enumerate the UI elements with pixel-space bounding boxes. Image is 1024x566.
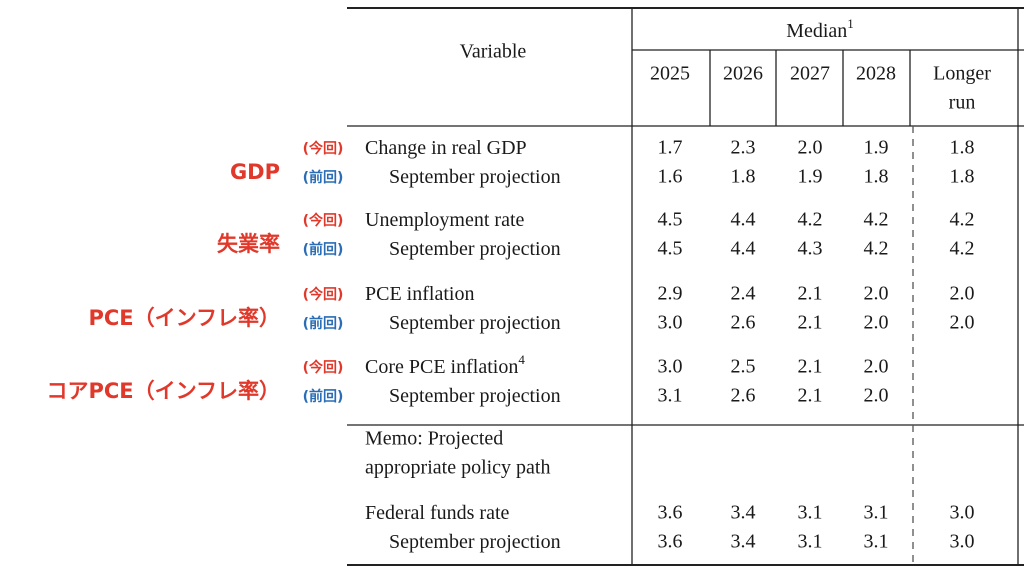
cell: 4.2 [798,209,823,231]
cell: 3.4 [731,531,756,553]
cell: 4.2 [950,209,975,231]
footnote-mark: 4 [518,352,525,367]
annotation-tag: (前回) [303,241,344,258]
row-label: Unemployment rate [365,209,525,231]
header: Median [786,20,847,42]
cell: 3.4 [731,502,756,524]
header: Longer [933,63,991,85]
annotation-tag: (前回) [303,388,344,405]
row-label: September projection [389,312,561,334]
row-label: Core PCE inflation [365,356,518,378]
annotation-label: 失業率 [217,232,280,256]
annotation-tag: (今回) [303,359,344,376]
row-label: September projection [389,238,561,260]
header: Median1 [786,16,854,42]
cell: 3.6 [658,502,683,524]
cell: 1.7 [658,137,683,159]
row-label: Change in real GDP [365,137,527,159]
column-header: 2025 [650,63,690,85]
annotation-tag: (今回) [303,286,344,303]
cell: 3.0 [658,312,683,334]
cell: 2.0 [798,137,823,159]
cell: 2.6 [731,312,756,334]
column-header: 2028 [856,63,896,85]
cell: 3.6 [658,531,683,553]
cell: 3.1 [798,531,823,553]
cell: 4.4 [731,209,756,231]
row-label: PCE inflation [365,283,474,305]
cell: 2.0 [864,283,889,305]
row-label: September projection [389,531,561,553]
column-header: 2026 [723,63,763,85]
cell: 3.1 [864,531,889,553]
cell: 2.3 [731,137,756,159]
cell: 2.0 [950,312,975,334]
cell: 2.6 [731,385,756,407]
annotation-label: GDP [230,160,280,184]
row-label: September projection [389,312,561,334]
row-label: September projection [389,238,561,260]
cell: 2.9 [658,283,683,305]
cell: 2.0 [864,312,889,334]
cell: 2.0 [950,283,975,305]
cell: 1.8 [731,166,756,188]
cell: 3.0 [950,502,975,524]
annotation-tag: (今回) [303,212,344,229]
cell: 2.1 [798,283,823,305]
annotation-tag: (前回) [303,315,344,332]
cell: 3.1 [864,502,889,524]
cell: 3.1 [658,385,683,407]
row-label: Change in real GDP [365,137,527,159]
row-label: PCE inflation [365,283,474,305]
header: run [949,92,976,114]
row-label: September projection [389,385,561,407]
row-label: Federal funds rate [365,502,510,524]
cell: 4.3 [798,238,823,260]
row-label: September projection [389,166,561,188]
cell: 2.1 [798,312,823,334]
row-label: September projection [389,531,561,553]
header: Variable [460,41,527,63]
row-label: September projection [389,385,561,407]
cell: 1.9 [798,166,823,188]
cell: 3.1 [798,502,823,524]
cell: 1.8 [950,137,975,159]
memo: appropriate policy path [365,457,551,479]
cell: 1.8 [950,166,975,188]
cell: 2.4 [731,283,756,305]
cell: 1.8 [864,166,889,188]
memo: Memo: Projected [365,428,503,450]
cell: 4.2 [950,238,975,260]
row-label: Federal funds rate [365,502,510,524]
cell: 2.1 [798,356,823,378]
cell: 4.5 [658,209,683,231]
cell: 1.9 [864,137,889,159]
column-header: 2027 [790,63,830,85]
cell: 3.0 [658,356,683,378]
cell: 4.4 [731,238,756,260]
row-label: Core PCE inflation4 [365,352,525,378]
cell: 4.5 [658,238,683,260]
footnote-mark: 1 [847,16,854,31]
row-label: Unemployment rate [365,209,525,231]
annotation-label: コアPCE（インフレ率） [46,379,280,403]
annotation-tag: (前回) [303,169,344,186]
annotation-tag: (今回) [303,140,344,157]
cell: 1.6 [658,166,683,188]
cell: 2.5 [731,356,756,378]
row-label: September projection [389,166,561,188]
cell: 4.2 [864,238,889,260]
cell: 3.0 [950,531,975,553]
cell: 2.1 [798,385,823,407]
cell: 2.0 [864,356,889,378]
annotation-label: PCE（インフレ率） [88,306,280,330]
cell: 4.2 [864,209,889,231]
cell: 2.0 [864,385,889,407]
